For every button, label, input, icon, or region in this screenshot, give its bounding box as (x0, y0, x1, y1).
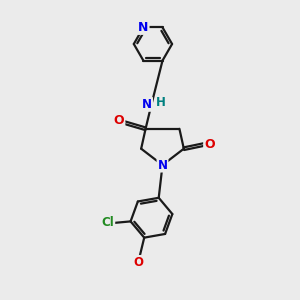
Text: N: N (138, 21, 148, 34)
Text: N: N (158, 159, 167, 172)
Text: Cl: Cl (101, 216, 114, 230)
Text: O: O (133, 256, 143, 269)
Text: O: O (114, 114, 124, 127)
Text: O: O (204, 138, 215, 151)
Text: N: N (142, 98, 152, 111)
Text: H: H (156, 96, 166, 110)
